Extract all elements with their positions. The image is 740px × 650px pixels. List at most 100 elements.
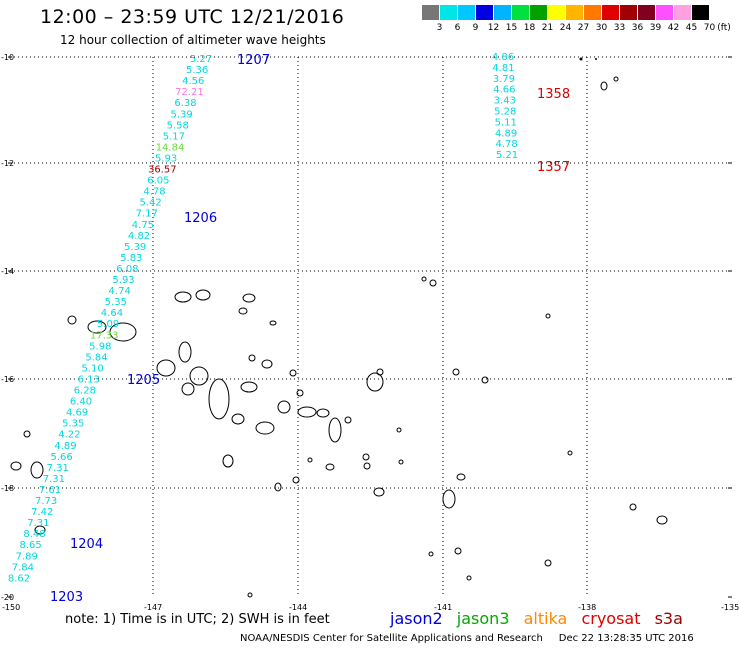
colorbar-swatch bbox=[602, 5, 619, 20]
footer: NOAA/NESDIS Center for Satellite Applica… bbox=[240, 633, 694, 644]
island-outline bbox=[429, 279, 437, 287]
colorbar-label: 36 bbox=[631, 23, 644, 33]
wave-height-value: 3.79 bbox=[493, 74, 515, 85]
wave-height-value: 4.64 bbox=[101, 308, 123, 319]
wave-height-value: 7.73 bbox=[35, 496, 57, 507]
island-outline bbox=[442, 489, 456, 509]
satellite-legend: jason2 jason3 altika cryosat s3a bbox=[390, 609, 692, 628]
wave-height-value: 7.31 bbox=[43, 474, 65, 485]
colorbar-swatch bbox=[458, 5, 475, 20]
wave-height-value: 5.83 bbox=[120, 253, 142, 264]
wave-height-value: 5.35 bbox=[105, 297, 127, 308]
island-outline bbox=[181, 382, 195, 396]
wave-height-value: 5.93 bbox=[112, 275, 134, 286]
colorbar-label: 42 bbox=[667, 23, 680, 33]
units-note: note: 1) Time is in UTC; 2) SWH is in fe… bbox=[65, 612, 330, 627]
island-outline bbox=[30, 461, 44, 479]
wave-height-value: 4.78 bbox=[495, 139, 517, 150]
island-outline bbox=[174, 291, 192, 303]
wave-height-value: 5.93 bbox=[155, 153, 177, 164]
colorbar-swatch bbox=[530, 5, 547, 20]
island-outline bbox=[454, 547, 462, 555]
island-dot bbox=[579, 57, 583, 61]
island-outline bbox=[600, 81, 608, 91]
wave-height-value: 7.17 bbox=[136, 209, 158, 220]
wave-height-colorbar: 3 6 9 12 15 18 21 24 27 30 33 36 39 42 45 70 (ft) bbox=[422, 5, 731, 39]
island-outline bbox=[613, 76, 619, 82]
wave-height-value: 5.98 bbox=[89, 341, 111, 352]
longitude-label: -138 bbox=[578, 603, 596, 612]
wave-height-value: 6.05 bbox=[147, 176, 169, 187]
island-outline bbox=[452, 368, 460, 376]
wave-height-value: 5.66 bbox=[50, 452, 72, 463]
wave-height-value: 3.43 bbox=[494, 96, 516, 107]
island-outline bbox=[208, 378, 230, 420]
colorbar-swatch bbox=[674, 5, 691, 20]
wave-height-value: 5.42 bbox=[140, 198, 162, 209]
colorbar-swatch bbox=[638, 5, 655, 20]
island-outline bbox=[396, 427, 402, 433]
colorbar-label: 39 bbox=[649, 23, 662, 33]
colorbar-swatch bbox=[692, 5, 709, 20]
wave-height-value: 4.66 bbox=[493, 85, 515, 96]
track-label: 1205 bbox=[127, 373, 160, 388]
wave-height-value: 5.39 bbox=[171, 109, 193, 120]
legend-jason2: jason2 bbox=[390, 609, 443, 628]
colorbar-label: 15 bbox=[505, 23, 518, 33]
legend-altika: altika bbox=[523, 609, 568, 628]
island-outline bbox=[289, 369, 297, 377]
island-outline bbox=[421, 276, 427, 282]
island-outline bbox=[363, 462, 371, 470]
wave-height-value: 8.62 bbox=[8, 573, 30, 584]
island-outline bbox=[376, 368, 384, 376]
legend-s3a: s3a bbox=[654, 609, 683, 628]
wave-height-value: 4.81 bbox=[492, 63, 514, 74]
colorbar-label: 9 bbox=[472, 23, 479, 33]
latitude-label: -16 bbox=[1, 375, 14, 384]
wave-height-value: 4.78 bbox=[143, 187, 165, 198]
wave-height-value: 4.56 bbox=[182, 76, 204, 87]
island-outline bbox=[248, 354, 256, 362]
wave-height-value: 8.65 bbox=[19, 540, 41, 551]
colorbar-label: 70 bbox=[703, 23, 716, 33]
map-title: 12:00 – 23:59 UTC 12/21/2016 bbox=[40, 6, 345, 28]
wave-height-value: 6.08 bbox=[116, 264, 138, 275]
island-outline bbox=[34, 525, 46, 535]
colorbar-swatch bbox=[512, 5, 529, 20]
graticule bbox=[8, 56, 732, 598]
colorbar-label: (ft) bbox=[717, 23, 731, 33]
wave-height-value: 4.69 bbox=[66, 408, 88, 419]
island-outline bbox=[344, 416, 352, 424]
island-outline bbox=[222, 454, 234, 468]
colorbar-label: 21 bbox=[541, 23, 554, 33]
island-outline bbox=[544, 559, 552, 567]
longitude-label: -150 bbox=[2, 603, 20, 612]
latitude-label: -10 bbox=[1, 53, 14, 62]
track-label: 1357 bbox=[537, 160, 570, 175]
wave-height-value: 5.17 bbox=[163, 131, 185, 142]
wave-height-value: 5.11 bbox=[495, 117, 517, 128]
wave-height-value: 4.82 bbox=[128, 231, 150, 242]
island-outline bbox=[231, 413, 245, 425]
wave-height-value: 5.27 bbox=[190, 54, 212, 65]
colorbar-swatch bbox=[656, 5, 673, 20]
colorbar-label: 24 bbox=[559, 23, 572, 33]
wave-height-value: 5.84 bbox=[85, 352, 107, 363]
latitude-label: -20 bbox=[1, 593, 14, 602]
island-outline bbox=[296, 389, 304, 397]
island-outline bbox=[456, 473, 466, 481]
island-outline bbox=[481, 376, 489, 384]
colorbar-swatch bbox=[620, 5, 637, 20]
track-labels: 1207 1206 1205 1204 1203 1358 1357 bbox=[50, 53, 570, 605]
longitude-label: -135 bbox=[721, 603, 739, 612]
wave-height-value: 5.28 bbox=[494, 107, 516, 118]
wave-height-value: 6.13 bbox=[78, 374, 100, 385]
colorbar-label: 33 bbox=[613, 23, 626, 33]
island-outline bbox=[195, 289, 211, 301]
colorbar-swatch bbox=[476, 5, 493, 20]
island-outline bbox=[466, 575, 472, 581]
footer-timestamp: Dec 22 13:28:35 UTC 2016 bbox=[558, 633, 694, 644]
wave-height-value: 6.28 bbox=[74, 386, 96, 397]
island-outline bbox=[292, 476, 300, 484]
wave-height-value: 5.39 bbox=[124, 242, 146, 253]
